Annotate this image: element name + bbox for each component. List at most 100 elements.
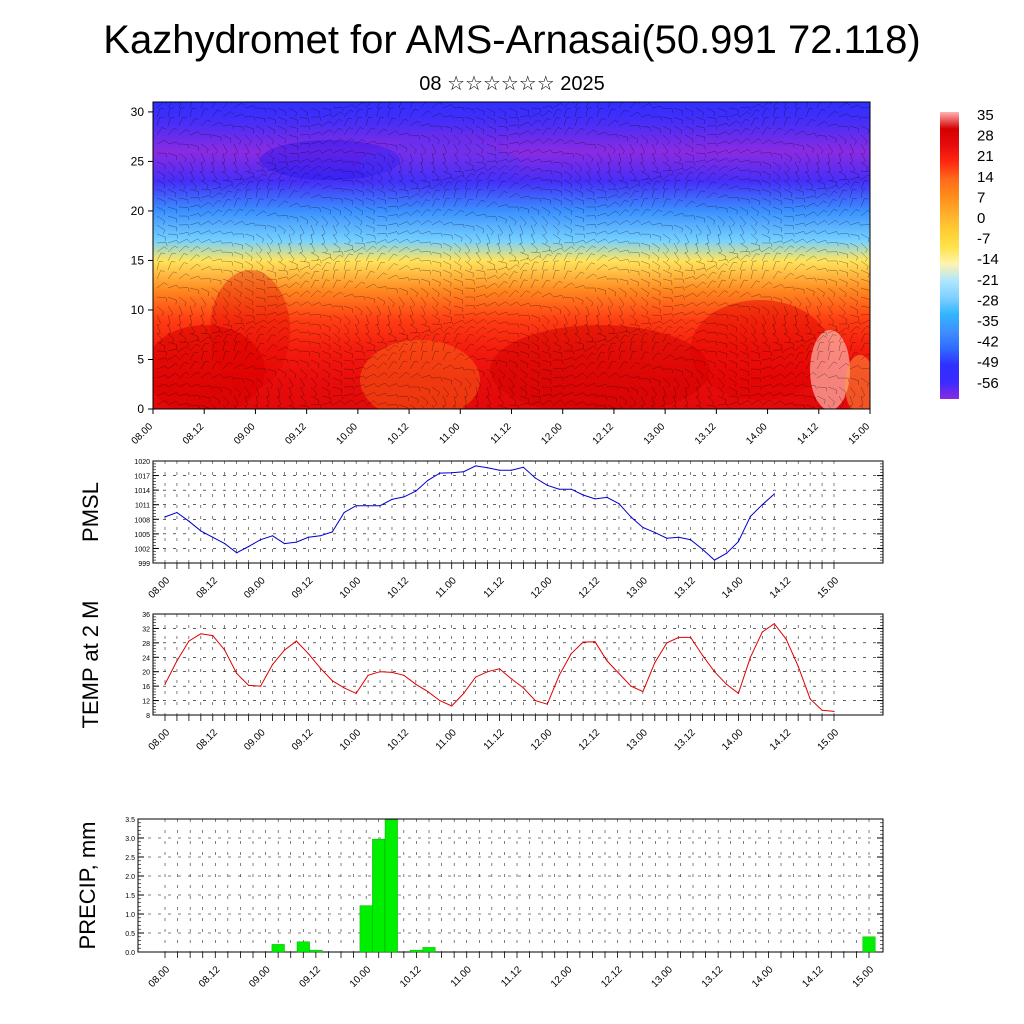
wind-barb: [606, 161, 611, 173]
wind-barb: [431, 143, 437, 155]
time-tick-label: 08.00: [130, 421, 156, 447]
wind-barb: [387, 352, 397, 361]
wind-barb: [541, 341, 550, 351]
wind-barb: [695, 125, 706, 133]
wind-barb: [167, 355, 179, 361]
wind-barb: [750, 127, 760, 136]
wind-barb: [662, 161, 671, 171]
wind-barb: [420, 278, 430, 286]
wind-barb: [475, 326, 487, 334]
wind-barb: [750, 150, 762, 155]
wind-barb: [772, 161, 781, 171]
wind-barb: [398, 238, 410, 244]
wind-barb: [783, 346, 795, 352]
wind-barb: [332, 305, 344, 311]
wind-barb: [442, 143, 447, 155]
wind-barb: [662, 125, 672, 135]
wind-barb: [211, 361, 221, 370]
wind-barb: [629, 323, 640, 330]
wind-barb: [772, 206, 782, 215]
wind-barb: [717, 332, 728, 340]
wind-barb: [277, 293, 289, 298]
time-tick-label: 12.00: [539, 421, 565, 447]
wind-barb: [222, 305, 229, 317]
wind-barb: [376, 272, 388, 280]
wind-barb: [266, 224, 276, 232]
wind-barb: [420, 361, 431, 370]
wind-barb: [695, 301, 707, 307]
wind-barb: [717, 122, 729, 127]
y-tick-label: 1.0: [125, 912, 135, 919]
pmsl-point: [558, 488, 560, 490]
wind-barb: [475, 116, 485, 125]
wind-barb: [651, 352, 662, 361]
wind-barb: [475, 224, 485, 234]
wind-barb: [497, 368, 506, 379]
wind-barb: [640, 178, 652, 183]
wind-barb: [838, 386, 847, 397]
time-tick-label: 13.12: [693, 421, 719, 447]
wind-barb: [596, 361, 606, 370]
time-tick-label: 09.12: [298, 964, 324, 990]
temp-point: [403, 674, 405, 676]
wind-barb: [704, 233, 709, 245]
wind-barb: [563, 108, 571, 118]
wind-barb: [695, 134, 706, 141]
wind-barb: [651, 386, 657, 398]
wind-barb: [849, 352, 859, 361]
wind-barb: [365, 152, 376, 159]
wind-barb: [431, 362, 443, 370]
wind-barb: [211, 230, 223, 235]
wind-barb: [321, 175, 333, 181]
wind-barb: [385, 314, 390, 326]
wind-barb: [519, 184, 531, 190]
wind-barb: [409, 120, 421, 127]
y-tick-label: 28: [142, 641, 150, 648]
wind-barb: [431, 242, 442, 249]
wind-barb: [750, 332, 757, 344]
temp-point: [558, 674, 560, 676]
wind-barb: [640, 278, 650, 287]
wind-barb: [717, 368, 726, 379]
wind-barb: [574, 107, 581, 118]
wind-barb: [354, 332, 361, 344]
wind-barb: [607, 188, 619, 194]
wind-barb: [816, 404, 824, 409]
wind-barb: [475, 377, 482, 389]
wind-barb: [310, 157, 322, 163]
wind-barb: [860, 314, 870, 316]
field-anomaly: [490, 325, 710, 409]
wind-barb: [739, 149, 751, 154]
wind-barb: [596, 395, 608, 400]
wind-barb: [398, 132, 410, 137]
wind-barb: [541, 332, 549, 344]
wind-barb: [354, 305, 363, 316]
wind-barb: [552, 295, 564, 300]
wind-barb: [662, 116, 673, 123]
wind-barb: [409, 360, 419, 370]
wind-barb: [365, 349, 377, 354]
wind-barb: [431, 296, 439, 308]
wind-barb: [530, 291, 542, 298]
wind-barb: [728, 368, 737, 378]
wind-barb: [662, 313, 674, 318]
temp-point: [498, 668, 501, 670]
wind-barb: [200, 332, 211, 339]
wind-barb: [827, 123, 839, 128]
wind-barb: [442, 321, 454, 326]
temp-point: [343, 687, 345, 689]
wind-barb: [827, 323, 837, 331]
wind-barb: [398, 337, 410, 343]
wind-barb: [299, 368, 307, 379]
wind-barb: [222, 134, 232, 144]
wind-barb: [750, 109, 761, 118]
time-tick-label: 08.12: [194, 575, 220, 601]
wind-barb: [475, 277, 487, 282]
wind-barb: [805, 404, 815, 409]
wind-barb: [728, 290, 740, 298]
wind-barb: [508, 404, 520, 409]
wind-barb: [387, 394, 399, 399]
wind-barb: [783, 232, 795, 237]
wind-barb: [618, 109, 629, 118]
wind-barb: [728, 139, 740, 145]
